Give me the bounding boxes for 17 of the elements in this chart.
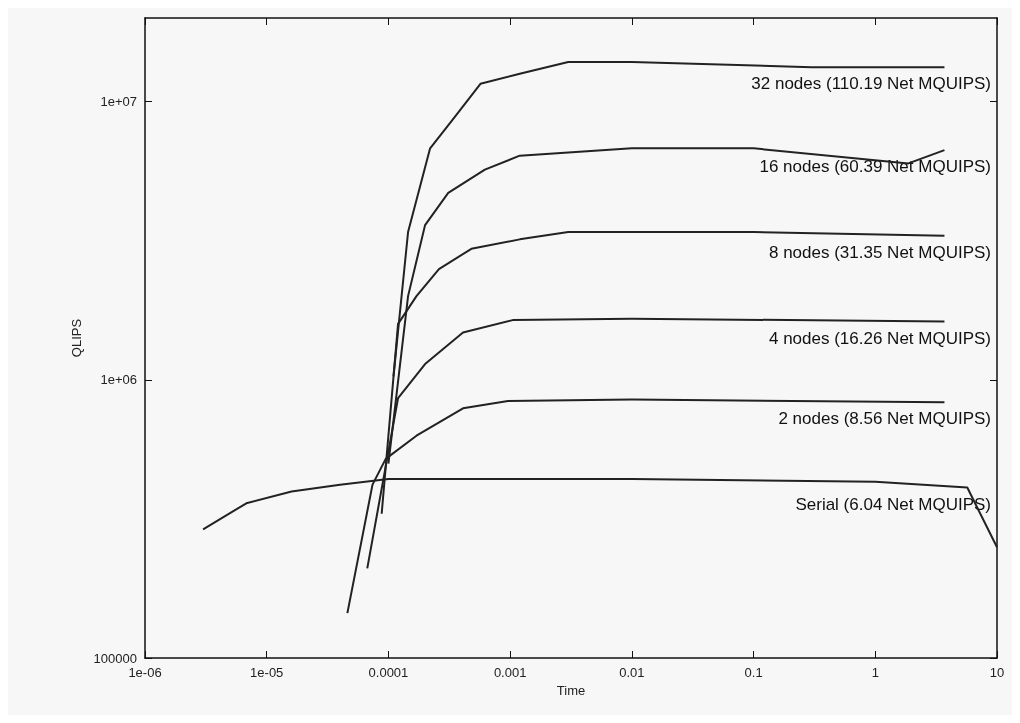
series-label: 2 nodes (8.56 Net MQUIPS) [778,409,991,429]
y-tick-label: 1e+07 [100,94,137,110]
y-axis-title: QLIPS [68,318,84,358]
y-tick-label: 100000 [93,650,137,666]
x-tick-label: 1e-06 [128,665,162,680]
series-label: 8 nodes (31.35 Net MQUIPS) [768,242,991,262]
x-tick-label: 0.01 [619,665,645,680]
x-tick-label: 0.1 [744,665,763,680]
x-axis-title: Time [556,682,586,698]
x-tick-label: 10 [989,665,1005,680]
x-tick-label: 0.001 [493,665,527,680]
y-tick-label: 1e+06 [100,372,137,388]
series-label: 4 nodes (16.26 Net MQUIPS) [768,328,991,348]
series-label: 32 nodes (110.19 Net MQUIPS) [751,74,991,94]
x-tick-label: 1e-05 [250,665,284,680]
x-tick-label: 1 [871,665,879,680]
x-tick-label: 0.0001 [368,665,409,680]
